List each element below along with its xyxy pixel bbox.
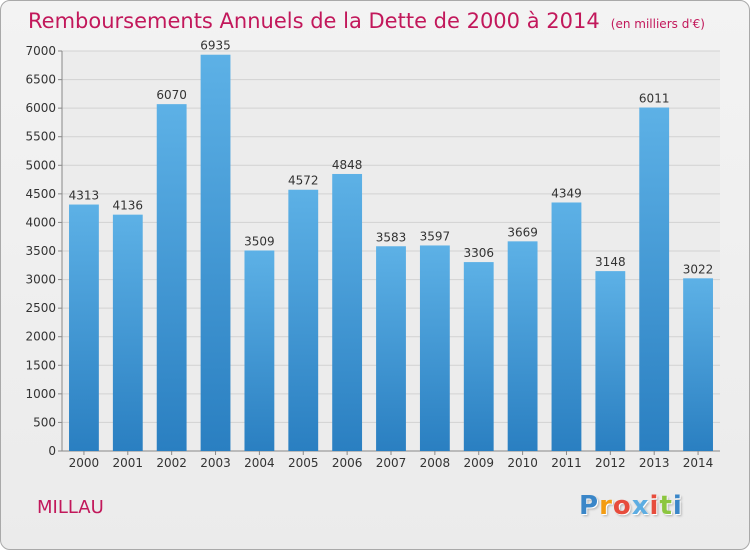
bar-value-label: 3669 bbox=[507, 225, 538, 239]
logo-letter: P bbox=[579, 491, 600, 521]
chart-title-block: Remboursements Annuels de la Dette de 20… bbox=[28, 9, 705, 33]
logo-letter: t bbox=[659, 491, 673, 521]
proxiti-logo: Proxiti bbox=[579, 491, 683, 521]
city-name: MILLAU bbox=[37, 497, 104, 518]
y-tick-label: 6500 bbox=[25, 73, 56, 87]
y-tick-label: 5000 bbox=[25, 158, 56, 172]
y-tick-label: 7000 bbox=[25, 44, 56, 58]
x-tick-label: 2009 bbox=[463, 456, 494, 470]
bar bbox=[551, 202, 582, 451]
bar bbox=[419, 245, 450, 451]
x-tick-label: 2012 bbox=[595, 456, 626, 470]
y-tick-label: 4000 bbox=[25, 215, 56, 229]
y-tick-label: 2500 bbox=[25, 301, 56, 315]
bar-value-label: 6011 bbox=[639, 92, 670, 106]
logo-letter: r bbox=[599, 491, 613, 521]
bar-value-label: 4313 bbox=[69, 189, 100, 203]
x-tick-label: 2002 bbox=[156, 456, 187, 470]
logo-letter: i bbox=[649, 491, 660, 521]
bar-value-label: 4572 bbox=[288, 174, 319, 188]
bar bbox=[244, 250, 275, 451]
bar-value-label: 3306 bbox=[463, 246, 494, 260]
bar-value-label: 3148 bbox=[595, 255, 626, 269]
x-tick-label: 2003 bbox=[200, 456, 231, 470]
x-tick-label: 2007 bbox=[376, 456, 407, 470]
bar bbox=[332, 173, 363, 451]
x-tick-label: 2000 bbox=[69, 456, 100, 470]
x-tick-label: 2010 bbox=[507, 456, 538, 470]
y-tick-label: 5500 bbox=[25, 130, 56, 144]
bar-value-label: 6070 bbox=[156, 88, 187, 102]
bar-value-label: 3509 bbox=[244, 234, 275, 248]
x-tick-label: 2014 bbox=[683, 456, 714, 470]
bar bbox=[156, 104, 187, 452]
bar-value-label: 3597 bbox=[420, 229, 451, 243]
y-tick-label: 1500 bbox=[25, 358, 56, 372]
y-tick-label: 3500 bbox=[25, 244, 56, 258]
bar bbox=[376, 246, 406, 451]
y-tick-label: 1000 bbox=[25, 387, 56, 401]
x-tick-label: 2004 bbox=[244, 456, 275, 470]
bar-value-label: 4136 bbox=[113, 199, 144, 213]
x-tick-label: 2013 bbox=[639, 456, 670, 470]
bar bbox=[683, 278, 713, 451]
bar-value-label: 3583 bbox=[376, 230, 407, 244]
y-tick-label: 6000 bbox=[25, 101, 56, 115]
bar bbox=[639, 107, 670, 451]
bar-value-label: 6935 bbox=[200, 39, 231, 53]
x-tick-label: 2006 bbox=[332, 456, 363, 470]
chart-unit: (en milliers d'€) bbox=[610, 17, 705, 31]
y-tick-label: 0 bbox=[48, 444, 56, 458]
x-tick-label: 2008 bbox=[420, 456, 451, 470]
logo-letter: i bbox=[672, 491, 683, 521]
x-tick-label: 2011 bbox=[551, 456, 582, 470]
bar-value-label: 3022 bbox=[683, 262, 714, 276]
bar-value-label: 4349 bbox=[551, 186, 582, 200]
bar bbox=[595, 271, 626, 451]
y-tick-label: 4500 bbox=[25, 187, 56, 201]
logo-letter: o bbox=[612, 491, 632, 521]
y-tick-label: 500 bbox=[33, 415, 56, 429]
x-tick-label: 2001 bbox=[113, 456, 144, 470]
bar bbox=[200, 54, 231, 451]
bar bbox=[288, 189, 319, 451]
bar bbox=[69, 204, 99, 451]
y-tick-label: 2000 bbox=[25, 330, 56, 344]
bar bbox=[463, 262, 494, 451]
x-tick-label: 2005 bbox=[288, 456, 319, 470]
bar-value-label: 4848 bbox=[332, 158, 363, 172]
bar bbox=[507, 241, 538, 451]
logo-letter: x bbox=[631, 491, 650, 521]
chart-title: Remboursements Annuels de la Dette de 20… bbox=[28, 9, 600, 33]
bar bbox=[112, 214, 143, 451]
y-tick-label: 3000 bbox=[25, 273, 56, 287]
